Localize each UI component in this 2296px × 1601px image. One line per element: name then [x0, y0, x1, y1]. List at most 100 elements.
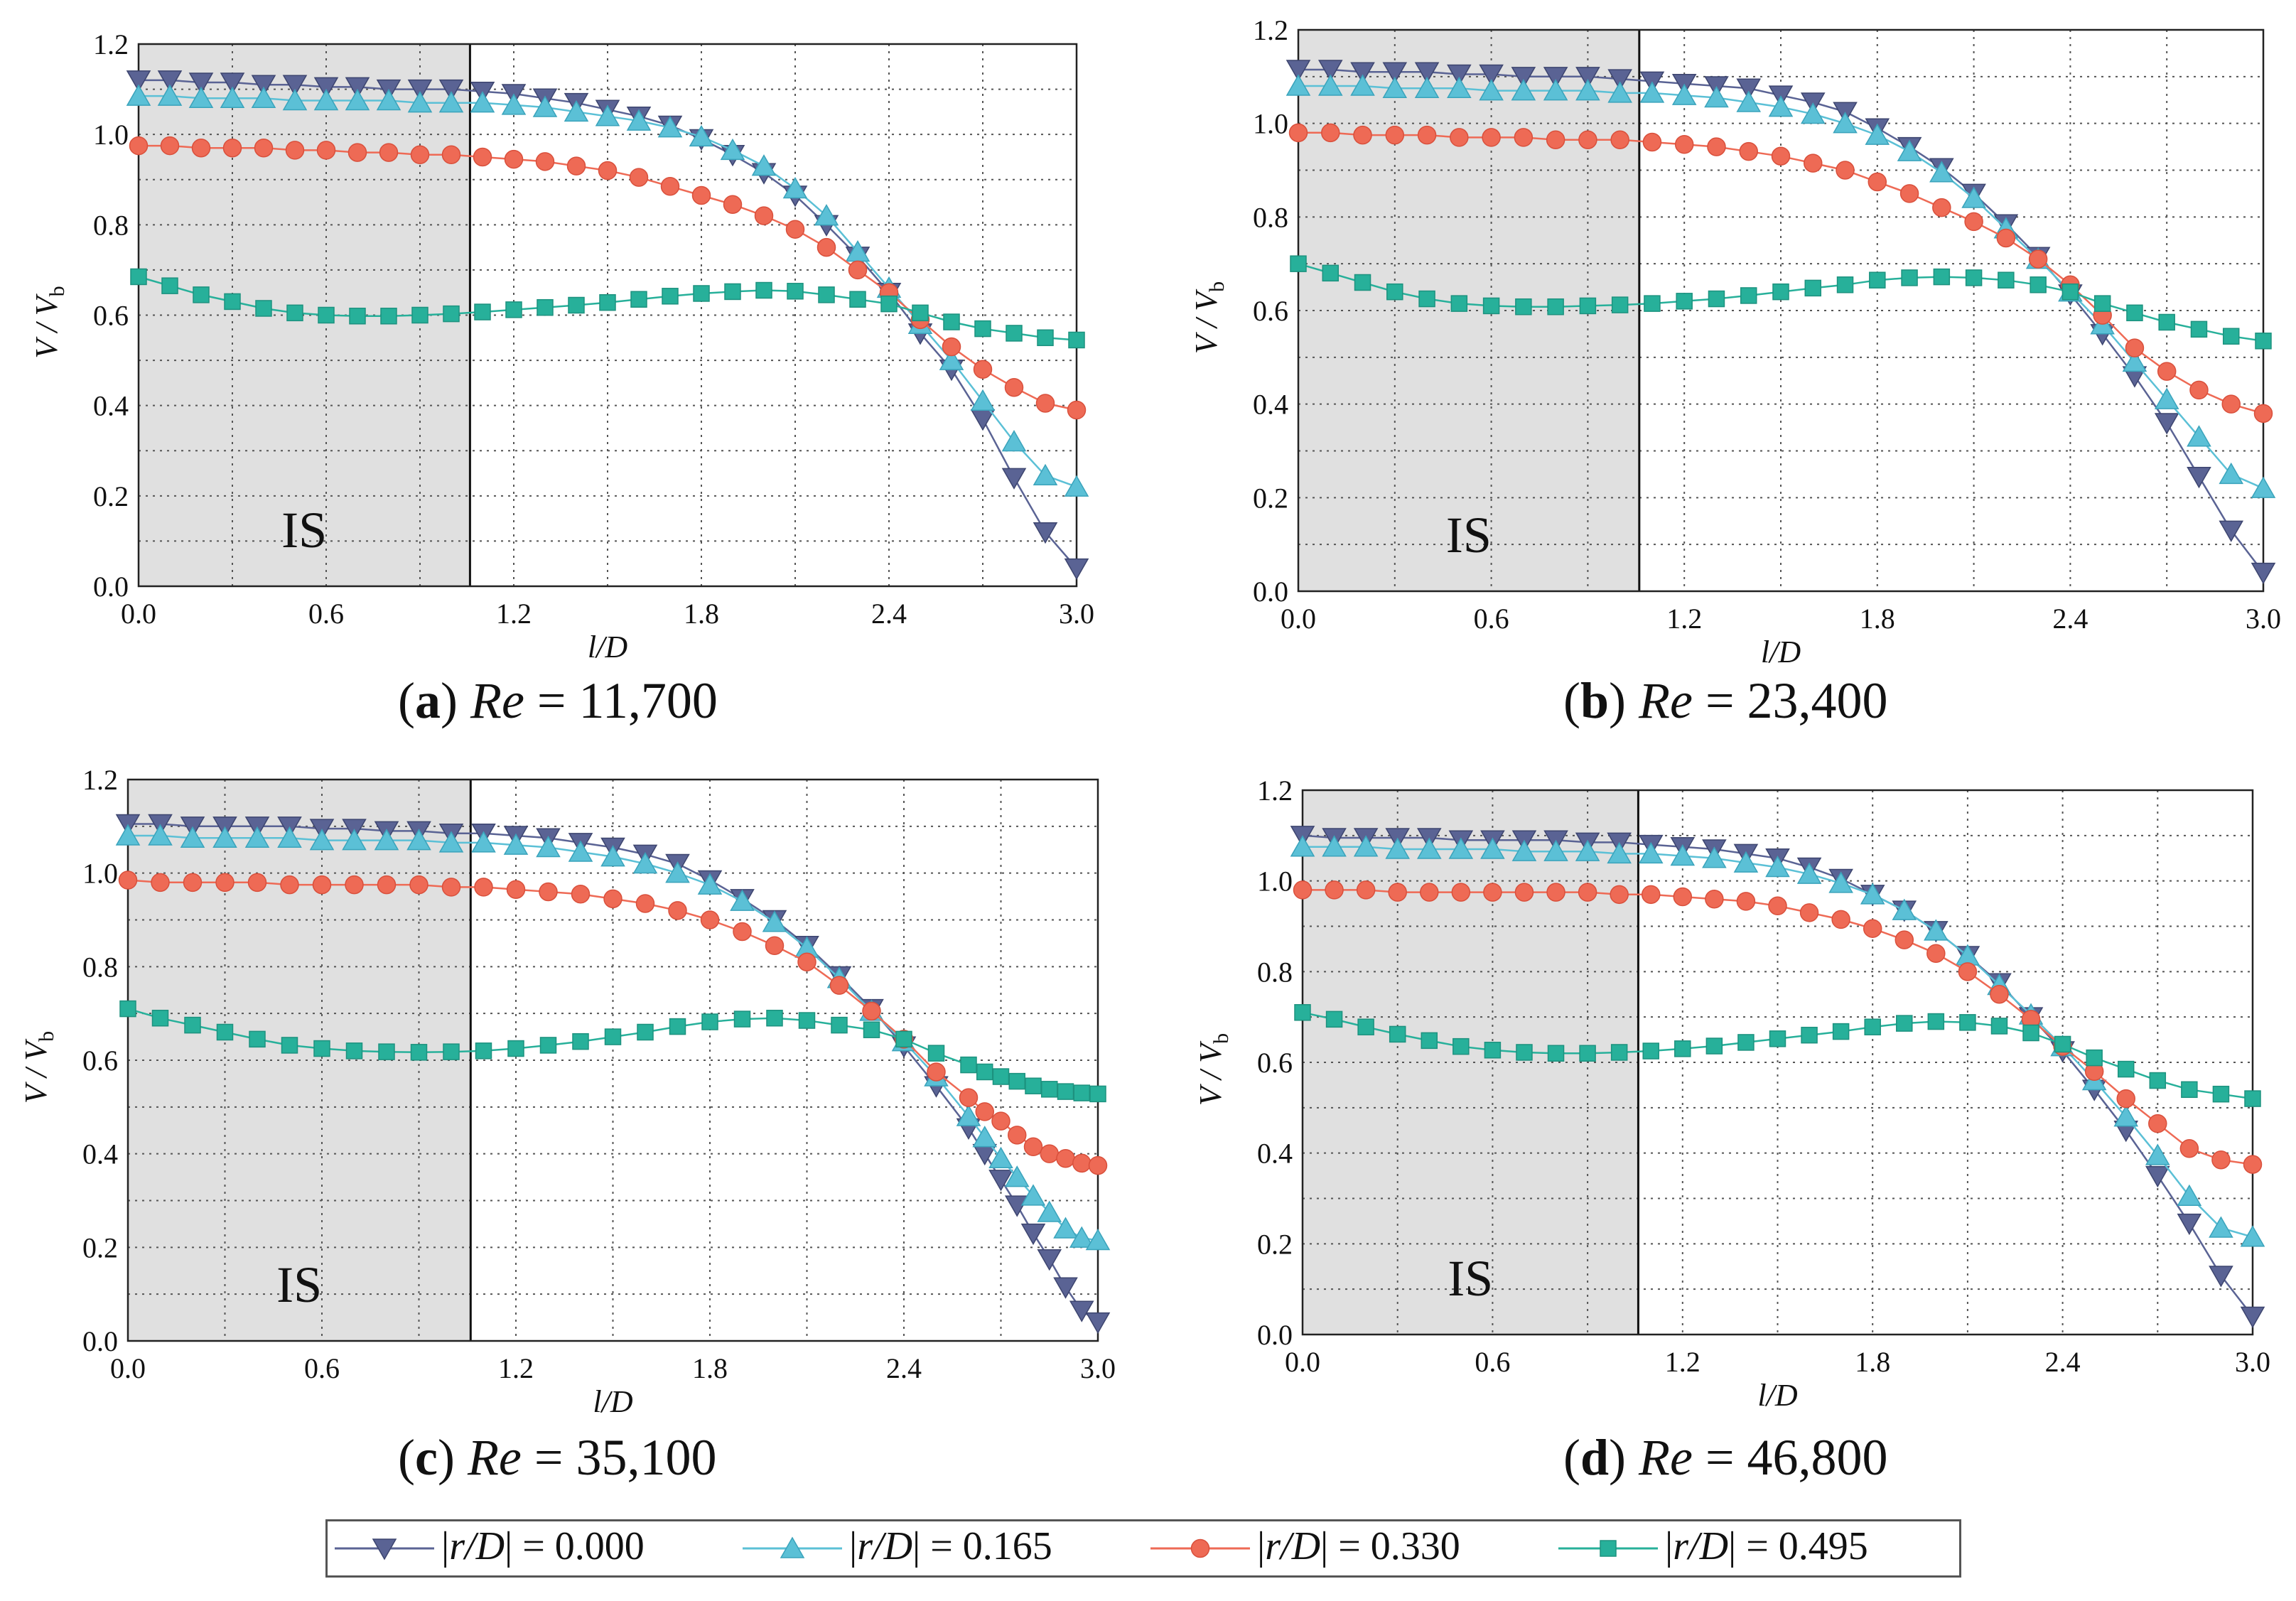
series-0165	[1286, 74, 2276, 498]
data-point	[566, 156, 586, 176]
legend: |r/D| = 0.000 |r/D| = 0.165 |r/D| = 0.330 |…	[325, 1519, 1961, 1578]
data-point	[1704, 85, 1729, 108]
data-point	[1961, 186, 1986, 208]
data-point	[255, 300, 272, 317]
data-point	[1670, 844, 1696, 866]
data-point	[632, 851, 658, 874]
data-point	[1068, 331, 1085, 349]
series-0165	[115, 824, 1111, 1251]
data-point	[1611, 296, 1629, 313]
data-point	[2117, 1060, 2135, 1078]
data-point	[1804, 279, 1822, 297]
data-point	[1056, 1149, 1075, 1168]
data-point	[2187, 425, 2211, 447]
data-point	[536, 835, 561, 858]
data-point	[1382, 62, 1408, 84]
data-point	[2243, 1155, 2263, 1174]
x-tick-label: 0.6	[304, 1352, 340, 1384]
data-point	[160, 136, 180, 156]
data-point	[313, 77, 339, 99]
data-point	[1322, 835, 1347, 857]
data-point	[1073, 1084, 1090, 1101]
data-point	[1290, 835, 1315, 857]
data-point	[2086, 1049, 2103, 1067]
data-point	[1511, 79, 1536, 101]
x-tick-label: 1.2	[498, 1352, 534, 1384]
data-point	[474, 878, 493, 897]
data-point	[1037, 329, 1054, 347]
data-point	[471, 831, 496, 853]
data-point	[1895, 930, 1914, 949]
data-point	[282, 88, 308, 111]
data-point	[595, 104, 620, 126]
data-point	[1001, 430, 1027, 452]
data-point	[251, 86, 276, 109]
series-0495	[1294, 1004, 2261, 1107]
data-point	[1733, 851, 1759, 873]
data-point	[2148, 1114, 2167, 1133]
data-point	[1607, 69, 1632, 91]
data-point	[1546, 130, 1565, 149]
panel-caption: (d) Re = 46,800	[1563, 1429, 1888, 1486]
data-point	[600, 845, 625, 867]
y-tick-label: 0.6	[1253, 295, 1288, 327]
data-point	[2154, 387, 2179, 409]
data-point	[1064, 558, 1089, 581]
data-point	[212, 826, 237, 848]
data-point	[1447, 76, 1472, 99]
data-point	[1035, 394, 1055, 413]
data-point	[755, 281, 772, 299]
data-point	[151, 1010, 169, 1027]
data-point	[1033, 463, 1058, 485]
data-point	[1708, 290, 1725, 308]
data-point	[409, 875, 429, 895]
y-tick-label: 1.2	[93, 28, 129, 60]
data-point	[1020, 1184, 1046, 1206]
series-0330	[1293, 880, 2263, 1174]
panels: IS 0.0 0.6 1.2 1.8 2.4 3.0 0.0 0.2 0.4 0.6 0.8 1.0 1.…	[18, 14, 2281, 1486]
data-point	[970, 389, 996, 411]
data-point	[568, 840, 593, 862]
data-point	[660, 177, 680, 196]
legend-label: |r/D| = 0.495	[1665, 1524, 1868, 1568]
panel-caption: (c) Re = 35,100	[398, 1429, 716, 1486]
data-point	[669, 1018, 686, 1035]
data-point	[2212, 1085, 2230, 1103]
x-tick-label: 2.4	[886, 1352, 922, 1384]
data-point	[2157, 362, 2177, 381]
data-point	[1511, 839, 1537, 861]
data-point	[862, 1001, 881, 1021]
data-point	[723, 195, 743, 214]
data-point	[220, 86, 245, 109]
data-point	[1736, 78, 1762, 100]
series-0330	[118, 870, 1108, 1175]
x-tick-label: 1.8	[1860, 603, 1895, 635]
data-point	[1294, 1004, 1311, 1021]
data-point	[313, 1040, 330, 1057]
data-point	[1896, 1015, 1913, 1032]
data-point	[1067, 400, 1087, 420]
legend-item: |r/D| = 0.000	[335, 1524, 645, 1568]
data-point	[970, 409, 996, 431]
data-point	[280, 875, 299, 895]
data-point	[724, 283, 741, 301]
data-point	[2125, 338, 2145, 357]
data-point	[1040, 1144, 1059, 1163]
data-point	[1450, 128, 1469, 147]
data-point	[1578, 130, 1597, 149]
y-tick-label: 0.6	[82, 1045, 118, 1077]
x-tick-label: 1.2	[496, 598, 532, 630]
data-point	[1736, 892, 1756, 911]
data-point	[2219, 462, 2244, 485]
data-point	[972, 1126, 998, 1148]
data-point	[1286, 60, 1311, 82]
data-point	[316, 141, 336, 160]
x-tick-label: 1.8	[692, 1352, 728, 1384]
is-label: IS	[1446, 507, 1492, 564]
legend-label: |r/D| = 0.330	[1257, 1524, 1460, 1568]
data-point	[1804, 153, 1823, 173]
data-point	[342, 829, 367, 851]
is-label: IS	[276, 1256, 322, 1313]
data-point	[438, 91, 464, 113]
data-point	[1740, 287, 1757, 304]
